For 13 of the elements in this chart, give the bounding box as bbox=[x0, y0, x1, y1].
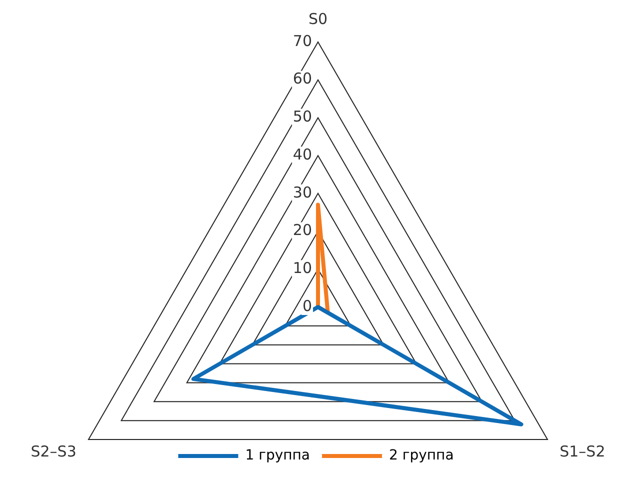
spoke-label: S0 bbox=[308, 10, 328, 28]
y-tick-label: 0 bbox=[302, 296, 312, 315]
spoke-label: S1–S2 bbox=[560, 442, 606, 460]
legend-label: 2 группа bbox=[389, 448, 454, 464]
y-tick-label: 70 bbox=[292, 32, 312, 50]
y-tick-label: 40 bbox=[292, 145, 312, 164]
y-tick-label: 20 bbox=[292, 221, 312, 240]
y-tick-label: 50 bbox=[292, 108, 312, 126]
y-tick-label: 30 bbox=[292, 183, 312, 202]
y-tick-label: 60 bbox=[292, 70, 312, 88]
y-tick-label: 10 bbox=[292, 259, 312, 278]
spoke-label: S2–S3 bbox=[30, 442, 76, 460]
legend-label: 1 группа bbox=[245, 448, 310, 464]
